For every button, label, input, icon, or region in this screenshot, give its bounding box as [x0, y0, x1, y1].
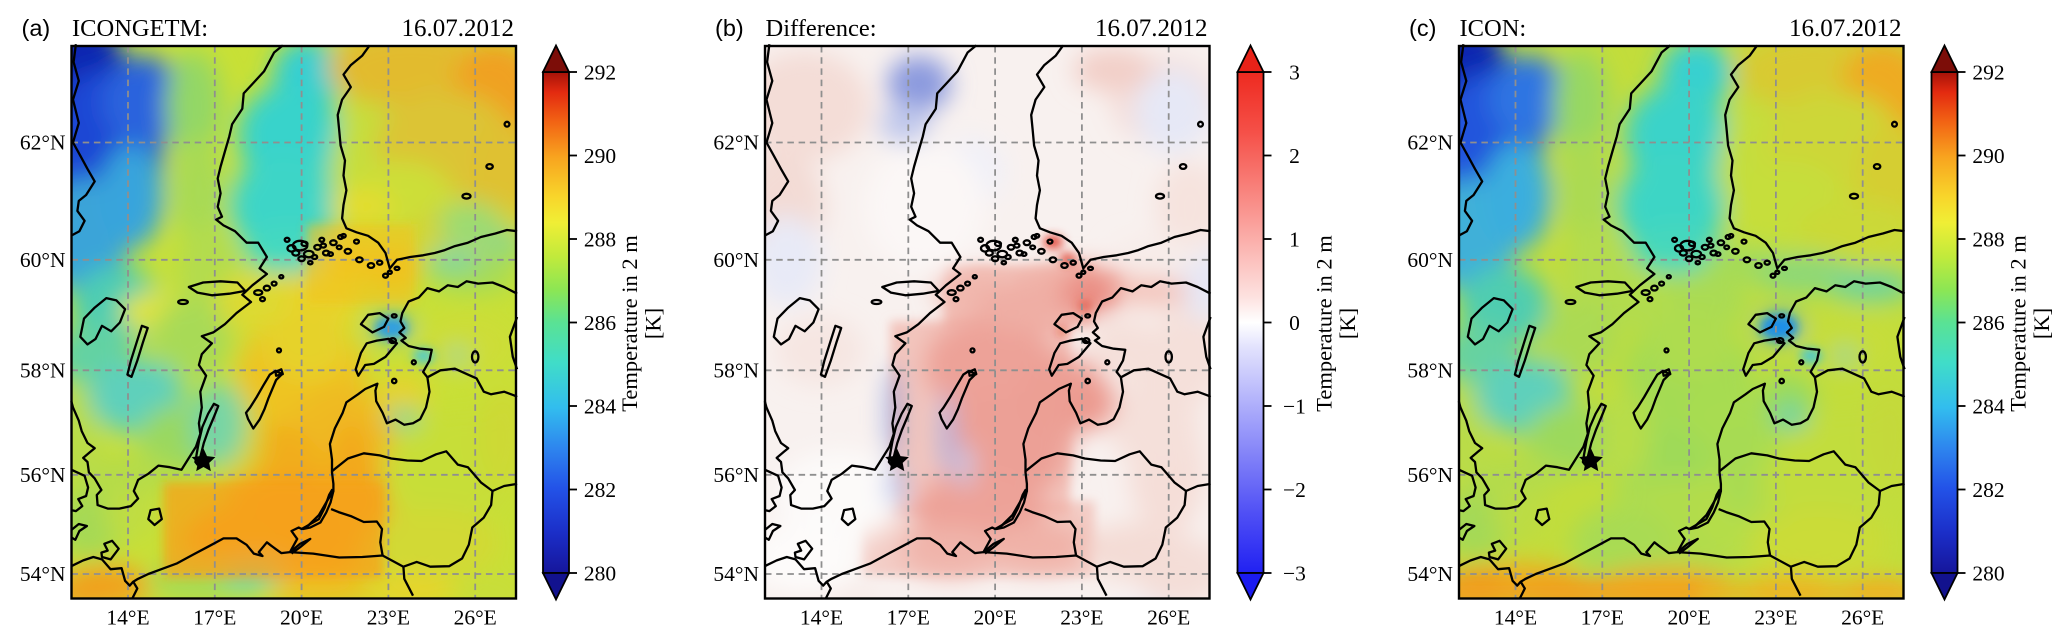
svg-text:23°E: 23°E: [1754, 606, 1797, 630]
svg-text:[K]: [K]: [641, 308, 666, 339]
svg-text:[K]: [K]: [1335, 308, 1360, 339]
svg-text:282: 282: [584, 478, 616, 502]
svg-text:286: 286: [1972, 311, 2005, 335]
svg-text:−1: −1: [1283, 395, 1306, 419]
svg-text:62°N: 62°N: [1407, 131, 1453, 155]
svg-text:62°N: 62°N: [20, 131, 66, 155]
svg-text:56°N: 56°N: [713, 463, 759, 487]
svg-text:17°E: 17°E: [1581, 606, 1624, 630]
svg-text:16.07.2012: 16.07.2012: [402, 15, 515, 42]
svg-text:14°E: 14°E: [1494, 606, 1537, 630]
svg-text:290: 290: [584, 144, 616, 168]
svg-text:292: 292: [1972, 61, 2004, 85]
svg-text:3: 3: [1289, 61, 1300, 85]
svg-text:280: 280: [584, 562, 616, 586]
svg-text:23°E: 23°E: [1060, 606, 1103, 630]
svg-text:58°N: 58°N: [1407, 358, 1453, 382]
svg-text:54°N: 54°N: [1407, 562, 1453, 586]
svg-text:26°E: 26°E: [1841, 606, 1884, 630]
svg-text:56°N: 56°N: [20, 463, 66, 487]
svg-text:14°E: 14°E: [800, 606, 843, 630]
svg-text:20°E: 20°E: [1667, 606, 1710, 630]
svg-text:54°N: 54°N: [20, 562, 66, 586]
svg-text:284: 284: [584, 395, 617, 419]
svg-text:282: 282: [1972, 478, 2004, 502]
svg-text:284: 284: [1972, 395, 2005, 419]
svg-text:Temperature in 2 m: Temperature in 2 m: [1312, 235, 1337, 412]
svg-text:Temperature in 2 m: Temperature in 2 m: [2006, 235, 2031, 412]
svg-text:292: 292: [584, 61, 616, 85]
svg-text:288: 288: [1972, 228, 2004, 252]
svg-text:1: 1: [1289, 228, 1300, 252]
svg-text:−3: −3: [1283, 562, 1306, 586]
svg-text:60°N: 60°N: [1407, 248, 1453, 272]
svg-text:2: 2: [1289, 144, 1300, 168]
svg-text:62°N: 62°N: [713, 131, 759, 155]
svg-text:280: 280: [1972, 562, 2004, 586]
svg-text:(c): (c): [1409, 15, 1436, 41]
svg-text:Difference:: Difference:: [766, 15, 877, 42]
svg-text:0: 0: [1289, 311, 1300, 335]
svg-text:26°E: 26°E: [454, 606, 497, 630]
svg-text:16.07.2012: 16.07.2012: [1789, 15, 1902, 42]
svg-text:17°E: 17°E: [193, 606, 236, 630]
svg-text:14°E: 14°E: [106, 606, 149, 630]
svg-text:(b): (b): [715, 15, 744, 41]
svg-text:23°E: 23°E: [367, 606, 410, 630]
svg-text:17°E: 17°E: [887, 606, 930, 630]
svg-text:60°N: 60°N: [713, 248, 759, 272]
svg-text:56°N: 56°N: [1407, 463, 1453, 487]
svg-text:16.07.2012: 16.07.2012: [1095, 15, 1208, 42]
svg-text:26°E: 26°E: [1147, 606, 1190, 630]
svg-text:(a): (a): [22, 15, 51, 41]
svg-text:60°N: 60°N: [20, 248, 66, 272]
svg-text:[K]: [K]: [2029, 308, 2054, 339]
svg-text:Temperature in 2 m: Temperature in 2 m: [617, 235, 642, 412]
svg-text:290: 290: [1972, 144, 2004, 168]
svg-text:20°E: 20°E: [973, 606, 1016, 630]
svg-text:54°N: 54°N: [713, 562, 759, 586]
svg-text:ICON:: ICON:: [1460, 15, 1527, 42]
svg-text:58°N: 58°N: [713, 358, 759, 382]
svg-text:20°E: 20°E: [280, 606, 323, 630]
svg-text:58°N: 58°N: [20, 358, 66, 382]
svg-text:286: 286: [584, 311, 617, 335]
svg-text:288: 288: [584, 228, 616, 252]
svg-text:−2: −2: [1283, 478, 1306, 502]
svg-text:ICONGETM:: ICONGETM:: [72, 15, 208, 42]
